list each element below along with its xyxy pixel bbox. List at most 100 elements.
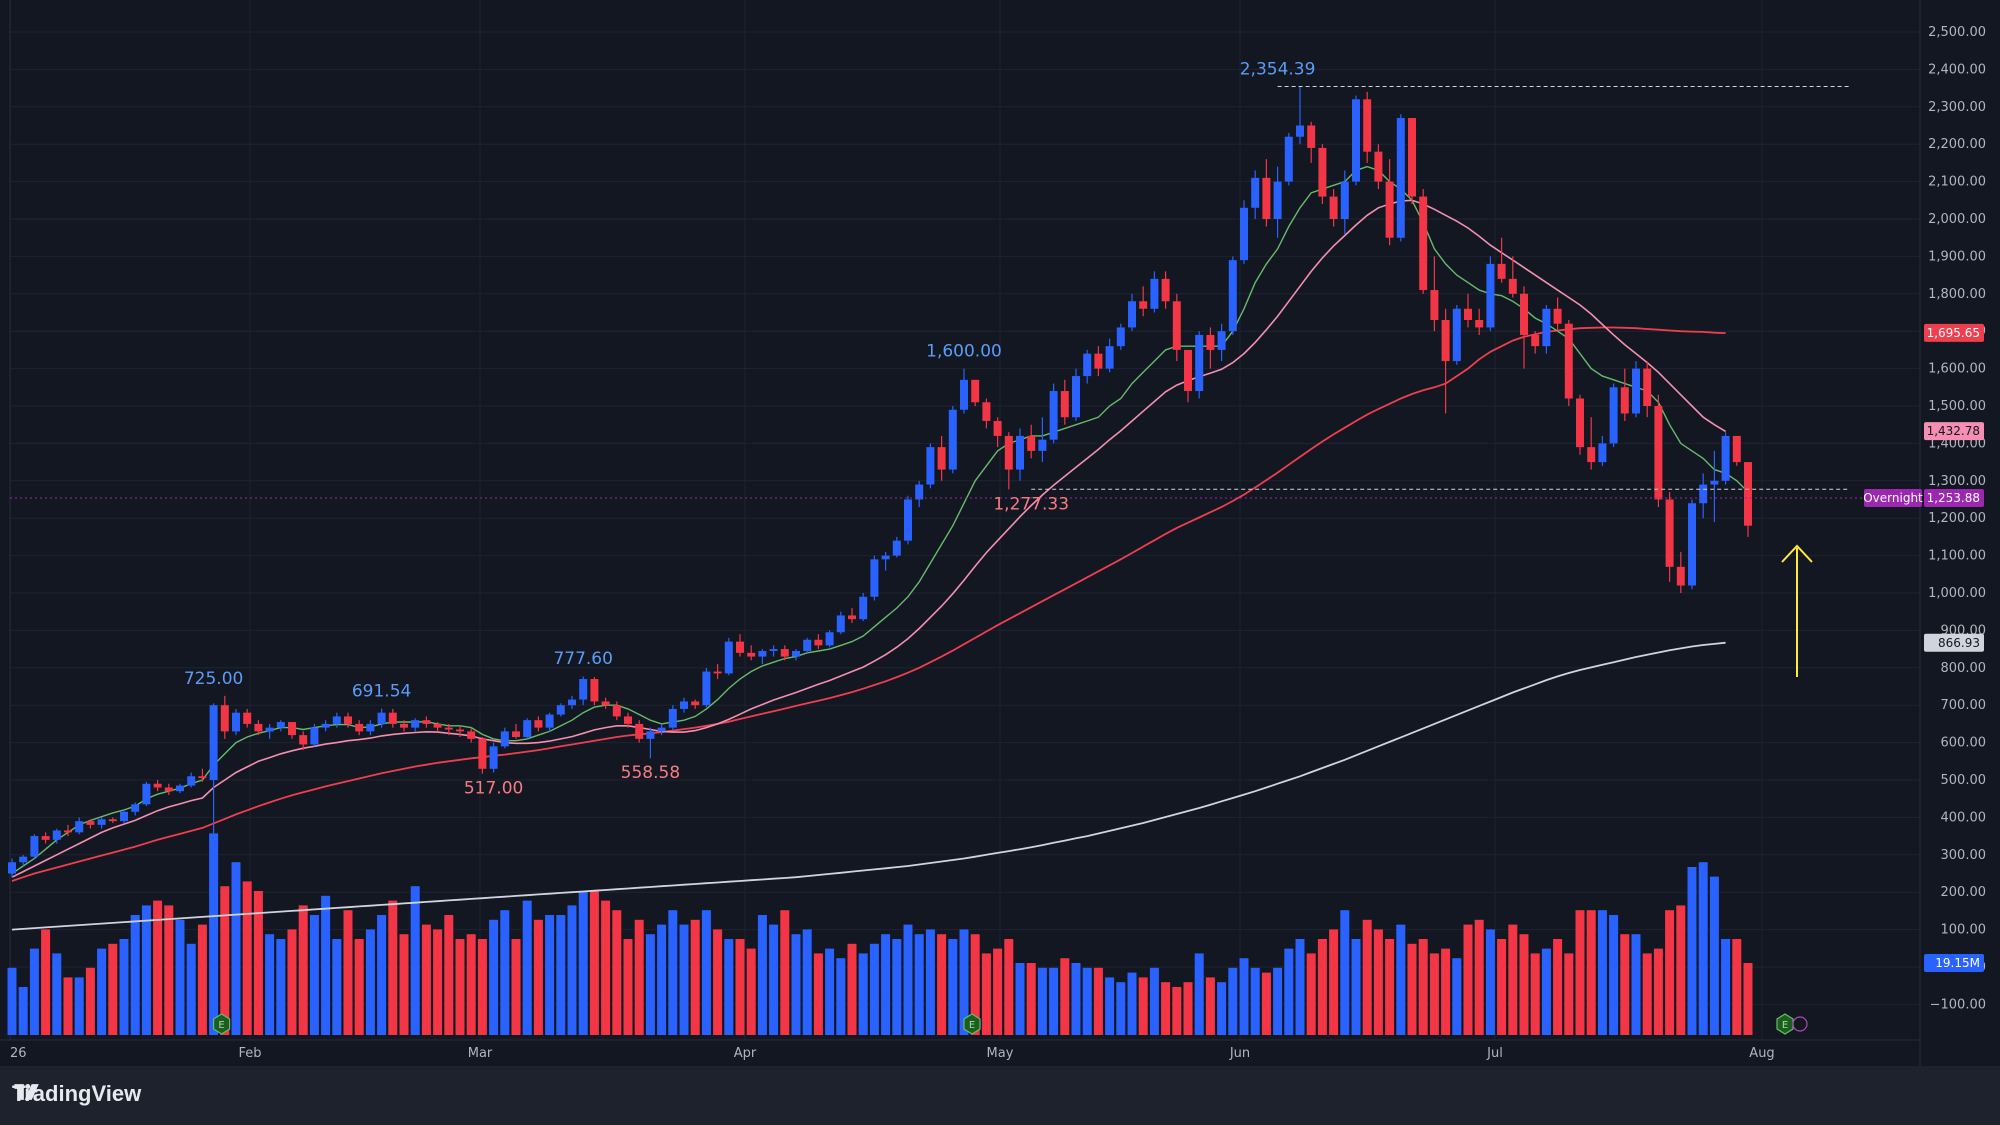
earnings-hex	[1776, 1013, 1794, 1035]
candle	[1184, 349, 1192, 403]
candle	[1665, 492, 1674, 582]
price-tick-label: 1,500.00	[1928, 399, 1986, 414]
candle-body	[579, 679, 588, 700]
volume-bar	[477, 939, 487, 1035]
price-tick-label: 100.00	[1941, 923, 1987, 938]
volume-bar	[108, 943, 118, 1035]
candle	[153, 780, 162, 792]
price-tick-label: 1,200.00	[1928, 511, 1986, 526]
candle	[243, 708, 252, 728]
volume-bar	[668, 910, 678, 1035]
volume-bar	[645, 934, 655, 1035]
candles	[8, 86, 1752, 878]
candle	[1363, 91, 1372, 163]
volume-bar	[567, 905, 577, 1035]
candle-body	[1486, 263, 1495, 328]
volume-bar	[1665, 910, 1675, 1035]
candle-body	[1060, 391, 1069, 418]
volume-bar	[511, 939, 521, 1035]
candle	[209, 703, 218, 844]
volume-bar	[1306, 953, 1316, 1035]
candle	[19, 854, 28, 867]
candle-body	[1284, 136, 1293, 182]
price-tick-label: 1,000.00	[1928, 586, 1986, 601]
candle	[489, 742, 498, 773]
candle-body	[534, 720, 543, 728]
volume-bar	[769, 924, 779, 1035]
candle-body	[478, 738, 487, 769]
volume-bar	[634, 919, 644, 1035]
candle	[881, 551, 890, 571]
candle	[1094, 346, 1103, 377]
volume-bar	[1351, 939, 1361, 1035]
volume-bar	[869, 943, 879, 1035]
candle-body	[960, 379, 968, 410]
candle-body	[691, 701, 700, 706]
volume-bar	[1138, 977, 1148, 1035]
candle-body	[1027, 435, 1036, 451]
candle-body	[1520, 293, 1528, 335]
volume-bar	[287, 929, 297, 1035]
annotation-high: 2,354.39	[1240, 59, 1316, 79]
candle	[948, 406, 957, 474]
candle-body	[422, 720, 431, 724]
candle-body	[1262, 177, 1271, 219]
volume-bar	[1317, 939, 1327, 1035]
sma200-line	[11, 641, 1726, 931]
candle-body	[1385, 181, 1394, 238]
candle	[1732, 435, 1741, 466]
candle	[1396, 114, 1405, 242]
sma10-line	[11, 165, 1749, 875]
price-tick-label: 1,100.00	[1928, 549, 1986, 564]
candle-body	[456, 729, 464, 732]
volume-bar	[948, 939, 958, 1035]
candle-body	[400, 723, 408, 728]
price-label-box	[1924, 323, 1984, 342]
earnings-icon: E	[1776, 1013, 1794, 1035]
candle	[1217, 323, 1226, 362]
candle	[825, 630, 834, 648]
volume-bar	[466, 934, 476, 1035]
candle-body	[825, 632, 834, 646]
candle-body	[377, 712, 386, 724]
candle-body	[467, 731, 476, 739]
annotation-high: 691.54	[352, 681, 411, 701]
tradingview-logo[interactable]: TradingView	[12, 1081, 141, 1107]
price-chart[interactable]: 2,500.00 2,400.00 2,300.00 2,200.00 2,100.00…	[0, 0, 2000, 1066]
candle	[1016, 428, 1024, 481]
candle-body	[198, 776, 207, 779]
volume-bar	[1329, 929, 1339, 1035]
candle-body	[30, 836, 39, 857]
candle-body	[1587, 447, 1596, 463]
candle	[86, 819, 95, 829]
candle	[422, 716, 431, 728]
candle-body	[523, 720, 532, 737]
candle	[1083, 349, 1092, 384]
candle	[444, 723, 453, 736]
candle	[769, 645, 778, 657]
candle	[400, 720, 408, 732]
candle-body	[590, 679, 599, 702]
candle-body	[321, 723, 330, 728]
candle-body	[803, 639, 812, 651]
volume-bar	[74, 977, 84, 1035]
volume-bar	[746, 948, 756, 1035]
volume-bar	[52, 953, 62, 1035]
candle-body	[120, 811, 128, 822]
candle	[142, 781, 151, 807]
price-tick-label: 2,200.00	[1928, 137, 1986, 152]
volume-bar	[578, 891, 588, 1035]
candle	[736, 634, 744, 657]
candle	[366, 720, 375, 736]
candle	[1296, 86, 1304, 145]
candle-body	[1531, 334, 1540, 347]
candle	[1609, 383, 1618, 448]
volume-bar	[97, 948, 107, 1035]
candle	[1688, 499, 1696, 590]
candle-body	[1105, 346, 1114, 369]
candle-body	[1441, 319, 1450, 362]
candle-body	[153, 783, 162, 788]
time-tick-label: Jul	[1486, 1046, 1503, 1061]
candle	[176, 783, 184, 794]
volume-bar	[1597, 910, 1607, 1035]
